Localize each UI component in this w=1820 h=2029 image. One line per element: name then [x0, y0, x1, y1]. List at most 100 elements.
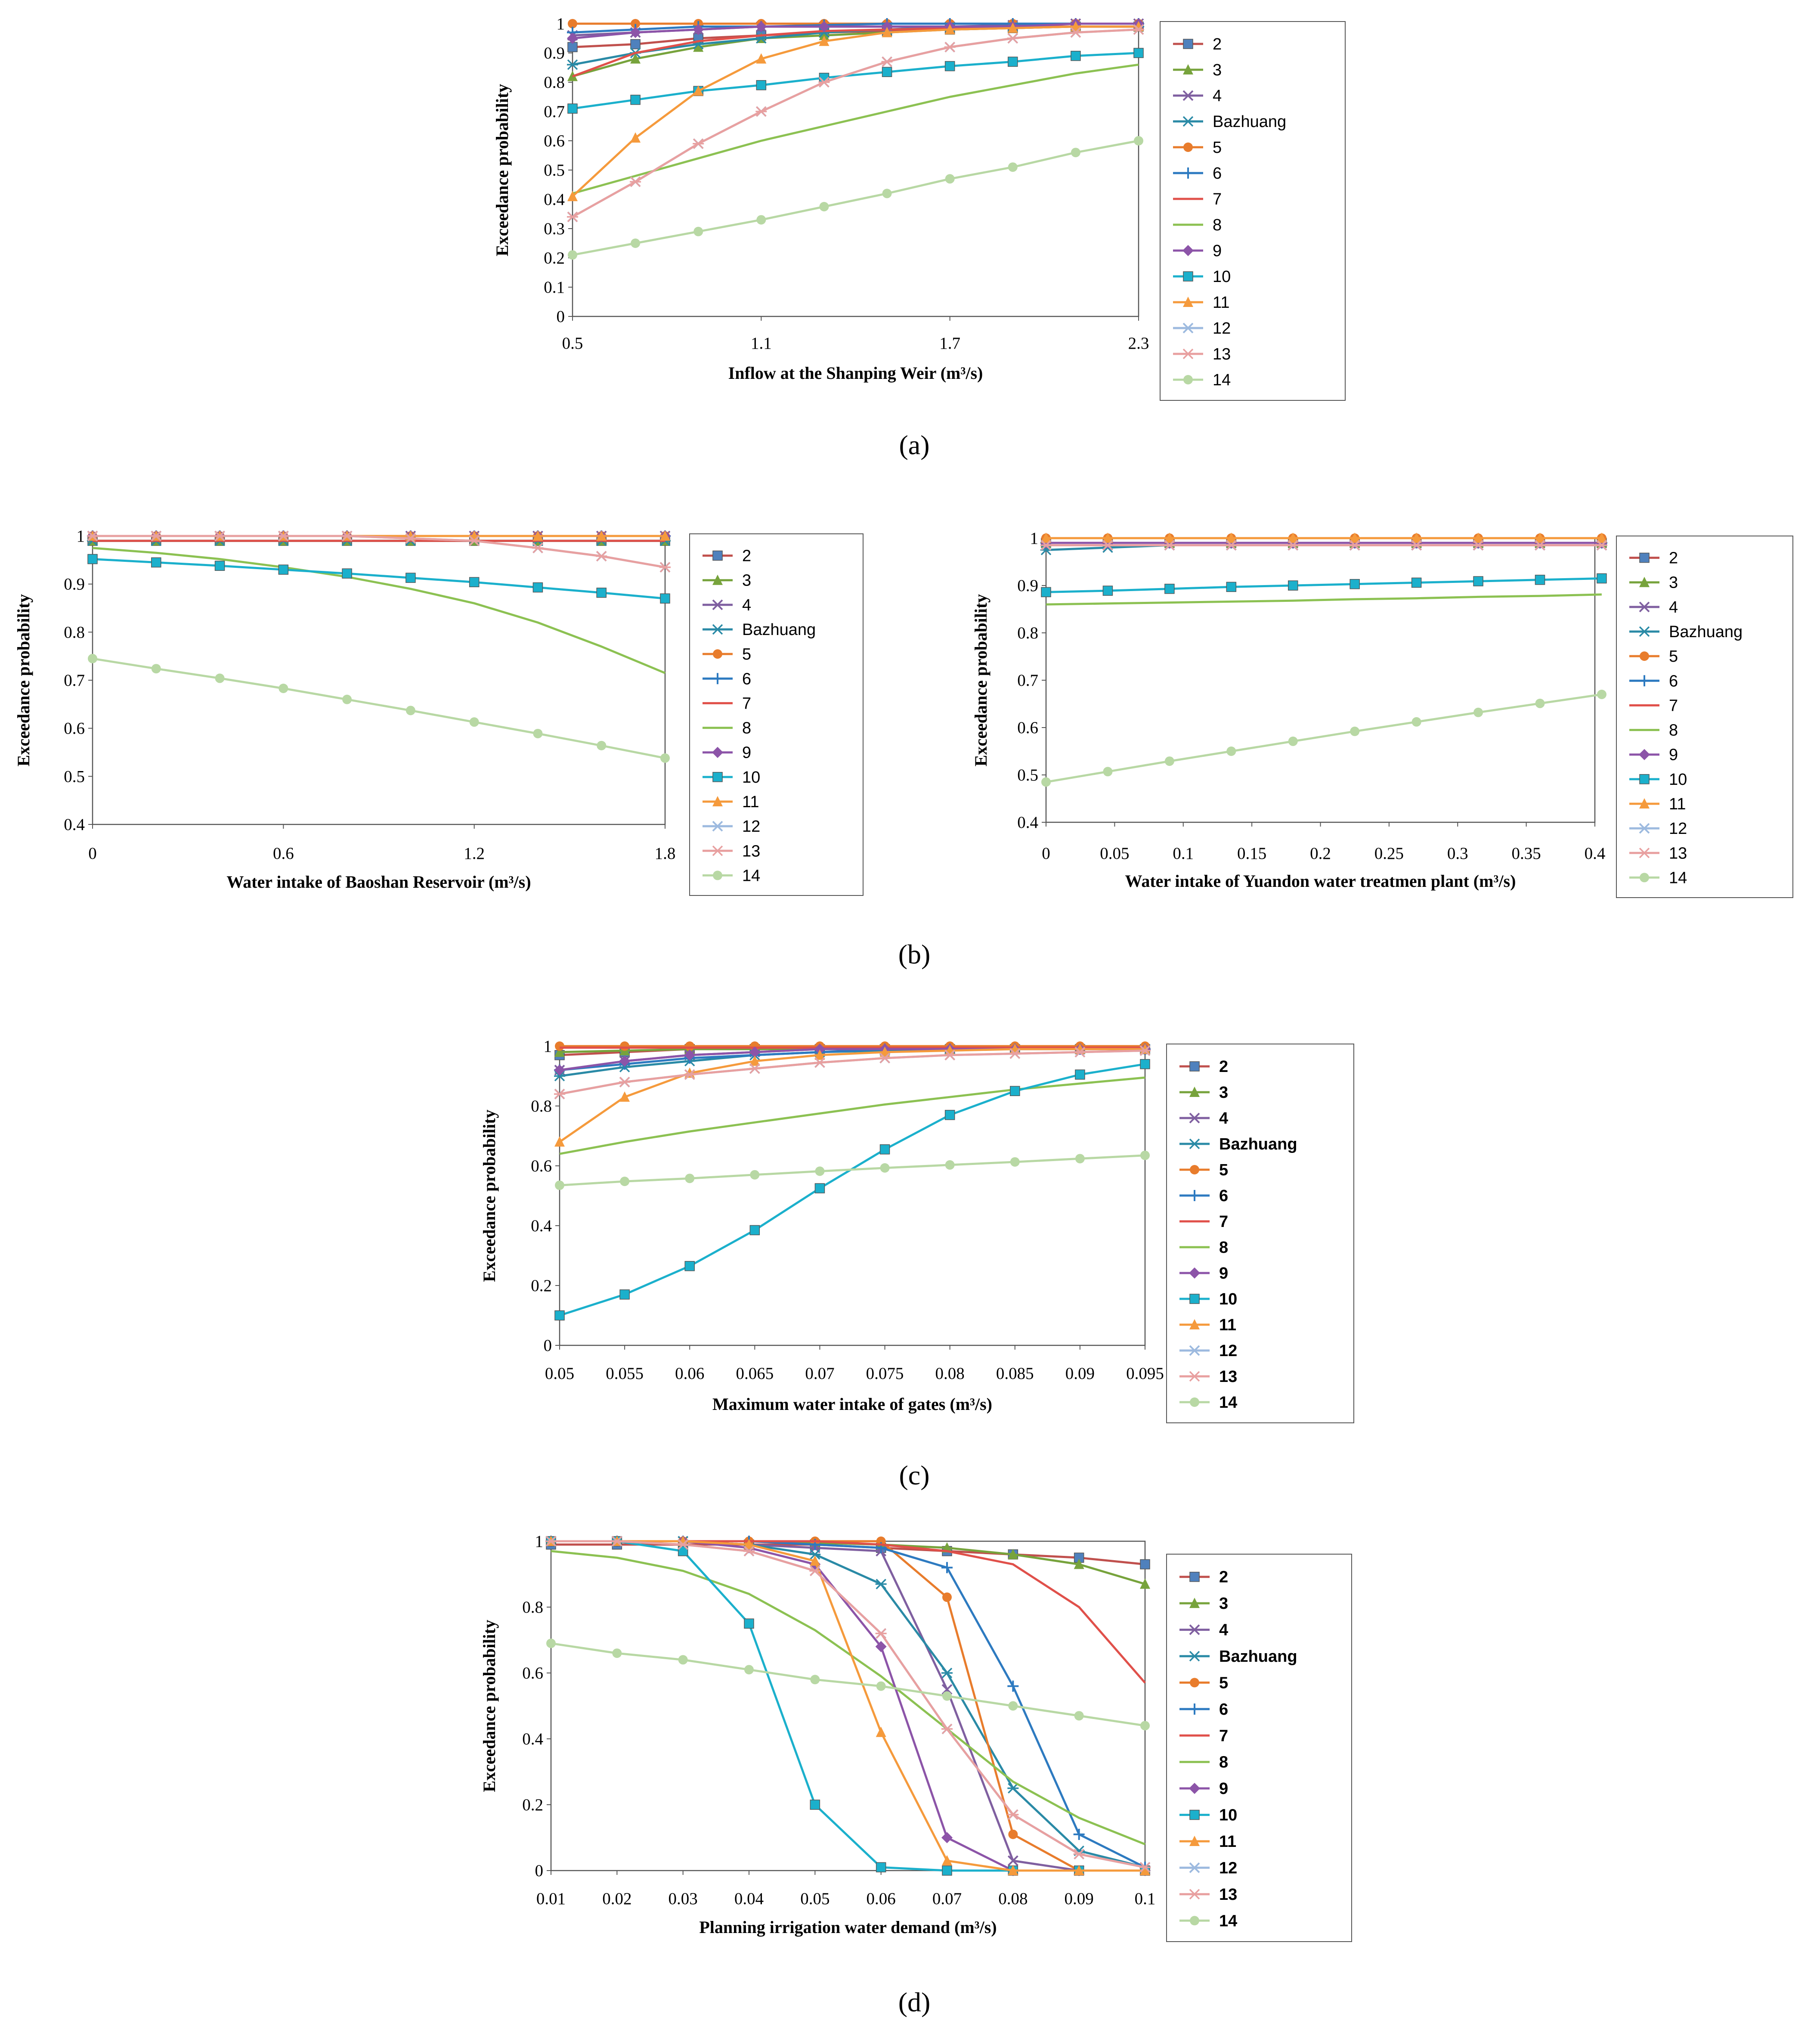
legend-marker: [1189, 1624, 1200, 1635]
data-point: [1134, 136, 1143, 146]
legend-label: 7: [1669, 697, 1678, 715]
x-tick-label: 0.03: [669, 1890, 698, 1908]
data-point: [469, 717, 479, 727]
y-tick-label: 0: [535, 1862, 544, 1880]
series-13: [545, 1536, 1151, 1873]
plot-area: [92, 535, 666, 825]
panel-label-b: (b): [898, 939, 931, 970]
data-point: [882, 67, 892, 77]
series-line: [1046, 593, 1602, 606]
legend-entry: 5: [1179, 1674, 1228, 1692]
data-point: [405, 533, 416, 544]
data-point: [1102, 533, 1113, 543]
series-13: [1040, 540, 1607, 551]
series-line: [1046, 693, 1602, 783]
data-point: [819, 35, 830, 46]
data-point: [693, 85, 704, 96]
legend-marker: [1190, 1165, 1199, 1174]
data-point: [944, 24, 955, 34]
data-point: [342, 694, 352, 704]
y-tick-label: 0.5: [544, 161, 565, 180]
x-axis-label: Inflow at the Shanping Weir (m³/s): [728, 363, 983, 383]
data-point: [1007, 1680, 1019, 1692]
data-point: [596, 551, 607, 562]
legend-entry: 9: [1179, 1780, 1228, 1798]
legend-marker: [713, 870, 722, 880]
data-point: [630, 132, 641, 143]
panel-label-a: (a): [899, 430, 929, 460]
legend-label: Bazhuang: [1213, 113, 1286, 131]
legend-marker: [712, 821, 723, 832]
data-point: [1007, 1809, 1019, 1820]
data-point: [619, 1077, 631, 1087]
data-point: [554, 1046, 565, 1057]
data-point: [942, 1855, 952, 1866]
data-point: [1074, 1711, 1084, 1721]
legend-entry: 3: [703, 572, 751, 590]
data-point: [554, 1088, 565, 1100]
data-point: [1074, 1047, 1086, 1058]
data-point: [815, 1166, 825, 1176]
legend-label: 2: [1213, 35, 1222, 53]
x-tick-label: 0: [1042, 844, 1050, 863]
legend-label: 12: [1213, 319, 1231, 338]
x-tick-label: 0: [88, 844, 97, 863]
data-point: [150, 530, 162, 542]
legend-entry: 4: [1179, 1109, 1228, 1128]
plot-area: [559, 1045, 1146, 1346]
data-point: [596, 530, 607, 541]
legend-entry: 12: [703, 818, 760, 836]
series-13: [87, 530, 671, 573]
legend-box: [689, 533, 864, 896]
legend-marker: [1190, 1916, 1199, 1926]
y-tick-label: 0.5: [64, 767, 85, 786]
legend-marker: [1189, 1571, 1200, 1582]
legend-marker: [712, 624, 723, 635]
legend-marker: [1639, 774, 1650, 784]
y-tick-label: 0.2: [531, 1276, 552, 1295]
legend-entry: 7: [1629, 697, 1678, 715]
legend-marker: [1182, 348, 1194, 359]
legend-label: 9: [1669, 746, 1678, 764]
data-point: [693, 41, 704, 52]
legend-entry: 13: [1173, 345, 1231, 363]
data-point: [660, 593, 670, 604]
legend-marker: [1183, 375, 1193, 384]
data-point: [941, 1667, 953, 1679]
x-tick-label: 0.09: [1065, 1364, 1095, 1383]
series-line: [1046, 577, 1602, 593]
data-point: [1226, 540, 1237, 551]
legend-label: 8: [1219, 1239, 1228, 1257]
data-point: [1226, 533, 1237, 543]
data-point: [1411, 717, 1421, 727]
data-point: [1007, 22, 1018, 33]
legend-entry: 11: [1179, 1316, 1236, 1334]
data-point: [278, 530, 289, 542]
data-point: [882, 189, 892, 198]
legend-marker: [1183, 39, 1193, 49]
y-axis-label: Exceedance probability: [492, 84, 512, 256]
data-point: [809, 1565, 821, 1577]
y-tick-label: 0.7: [544, 102, 565, 121]
x-tick-label: 0.3: [1447, 844, 1468, 863]
data-point: [1133, 48, 1144, 58]
data-point: [1411, 540, 1422, 551]
data-point: [875, 1579, 887, 1589]
legend-entry: 8: [1173, 216, 1222, 234]
x-tick-label: 0.05: [545, 1364, 574, 1383]
data-point: [630, 53, 641, 64]
data-point: [1073, 1828, 1085, 1840]
data-point: [744, 1618, 754, 1629]
data-point: [818, 77, 830, 88]
legend-entry: 10: [1179, 1290, 1237, 1308]
legend-marker: [1189, 1294, 1200, 1304]
data-point: [819, 202, 829, 211]
data-point: [1139, 1862, 1151, 1873]
series-line: [572, 63, 1139, 195]
legend-entry: 6: [1173, 164, 1222, 183]
legend-label: 5: [742, 645, 751, 663]
legend-entry: Bazhuang: [1173, 113, 1286, 131]
panel-label-c: (c): [899, 1460, 929, 1490]
series-line: [92, 547, 665, 674]
